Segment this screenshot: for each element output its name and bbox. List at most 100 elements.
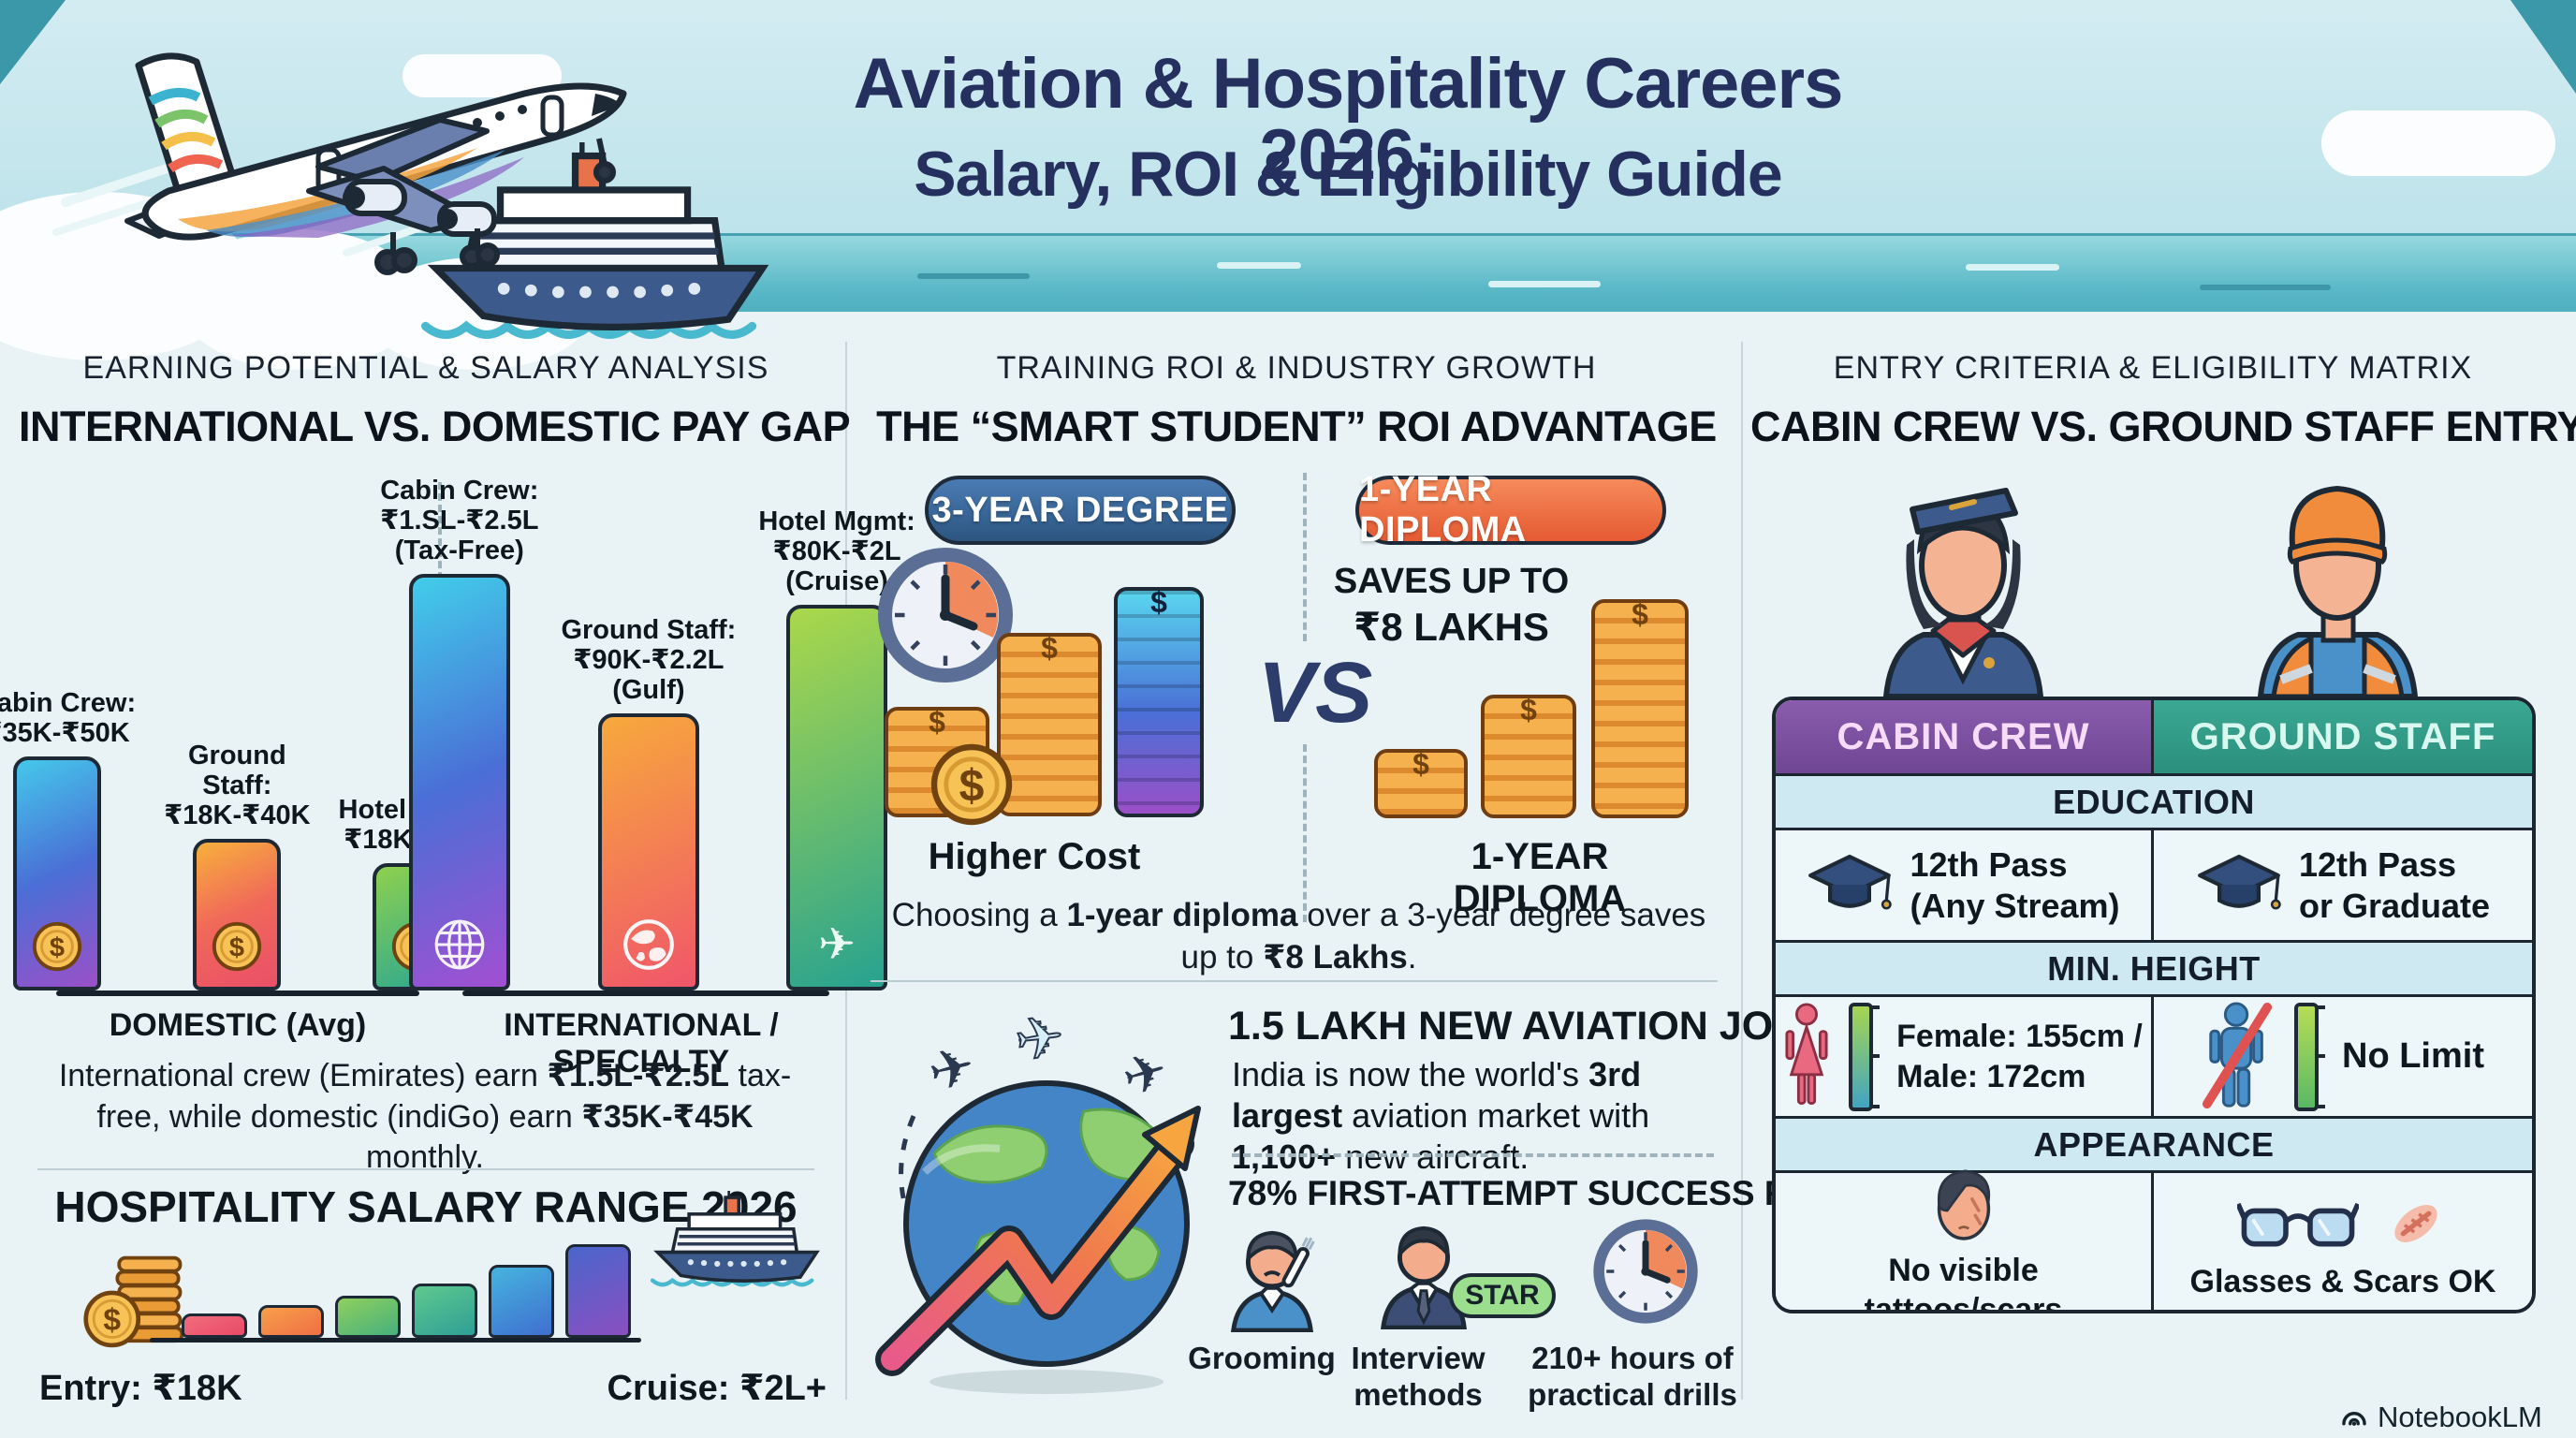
hospitality-title: HOSPITALITY SALARY RANGE 2026	[54, 1182, 798, 1231]
salary-bar	[597, 713, 699, 990]
column-divider	[1741, 342, 1743, 1400]
degree-pill: 3-YEAR DEGREE	[925, 476, 1236, 545]
hospitality-cruise-label: Cruise: ₹2L+	[607, 1369, 827, 1408]
scar-icon	[2383, 1191, 2449, 1256]
header-banner: Aviation & Hospitality Careers 2026: Sal…	[0, 0, 2576, 370]
svg-text:$: $	[229, 933, 244, 963]
bar-group: Ground Staff: ₹90K-₹2.2L (Gulf)	[561, 615, 737, 990]
bar-group: Ground Staff: ₹18K-₹40K $	[164, 741, 311, 990]
international-axis-label: INTERNATIONAL / SPECIALTY	[504, 1007, 779, 1079]
bar-group	[258, 1305, 324, 1338]
middle-section-kicker: TRAINING ROI & INDUSTRY GROWTH	[996, 350, 1597, 386]
poster-title-line2: Salary, ROI & Eligibility Guide	[914, 139, 1783, 210]
pay-gap-summary: International crew (Emirates) earn ₹1.5L…	[58, 1058, 792, 1176]
plane-icon: ✈	[808, 916, 866, 974]
band-appearance: APPEARANCE	[1776, 1116, 2532, 1170]
grooming-person-icon	[1217, 1222, 1327, 1332]
drills-caption: 210+ hours of practical drills	[1528, 1341, 1737, 1412]
corner-decor	[2510, 0, 2576, 94]
bar-group: Cabin Crew:₹35K-₹50K $	[0, 688, 137, 990]
education-ground-cell: 12th Pass or Graduate	[2154, 828, 2532, 940]
axis-line	[150, 1338, 641, 1343]
left-section-kicker: EARNING POTENTIAL & SALARY ANALYSIS	[82, 350, 769, 386]
bar-group	[489, 1265, 554, 1338]
cloud-icon	[2321, 110, 2555, 176]
svg-text:✈: ✈	[922, 1034, 981, 1105]
coin-stack-icon: $	[1481, 693, 1576, 818]
vs-divider	[1303, 473, 1307, 641]
salary-bar: $	[12, 756, 101, 990]
globe-earth-icon	[620, 916, 678, 974]
section-divider	[871, 980, 1718, 982]
left-section-title: INTERNATIONAL VS. DOMESTIC PAY GAP	[19, 403, 851, 450]
bar-group: Cabin Crew: ₹1.SL-₹2.5L (Tax-Free)	[380, 476, 539, 990]
dollar-coin-icon: $	[30, 919, 84, 974]
bar-group	[335, 1296, 401, 1338]
salary-bar: ✈	[786, 605, 888, 990]
ground-staff-figure	[2232, 455, 2443, 698]
bar-group	[182, 1313, 247, 1338]
salary-bar	[412, 1284, 477, 1338]
salary-bar	[335, 1296, 401, 1338]
salary-bar	[258, 1305, 324, 1338]
clock-icon	[1591, 1217, 1700, 1326]
education-ground-text: 12th Pass or Graduate	[2298, 845, 2491, 925]
jobs-paragraph: India is now the world's 3rd largest avi…	[1232, 1055, 1650, 1176]
svg-text:✈: ✈	[818, 920, 856, 970]
diploma-pill: 1-YEAR DIPLOMA	[1355, 470, 1666, 550]
watermark: NotebookLM	[2338, 1401, 2542, 1434]
salary-bar	[489, 1265, 554, 1338]
domestic-axis-label: DOMESTIC (Avg)	[109, 1007, 367, 1043]
salary-bar: $	[193, 839, 282, 990]
saves-heading-line2: ₹8 LAKHS	[1354, 605, 1549, 649]
cruise-ship-icon	[646, 1191, 828, 1341]
diploma-caption: 1-YEAR DIPLOMA	[1453, 836, 1627, 919]
coin-stack-icon: $	[1374, 747, 1468, 818]
vs-divider	[1303, 744, 1307, 922]
band-min-height: MIN. HEIGHT	[1776, 940, 2532, 994]
dollar-coin-icon: $	[210, 919, 264, 974]
height-ground-text: No Limit	[2342, 1035, 2484, 1076]
bar-label: Ground Staff: ₹90K-₹2.2L (Gulf)	[561, 615, 737, 706]
band-education: EDUCATION	[1776, 773, 2532, 828]
coin-stack-icon: $	[1591, 597, 1689, 818]
education-cabin-cell: 12th Pass (Any Stream)	[1776, 828, 2154, 940]
star-badge: STAR	[1449, 1273, 1556, 1318]
axis-line	[56, 990, 419, 996]
globe-grid-icon	[431, 916, 489, 974]
face-scar-icon	[1923, 1163, 2005, 1245]
savings-summary: Choosing a 1-year diploma over a 3-year …	[891, 897, 1706, 976]
coin-stack-icon: $	[997, 631, 1102, 816]
appearance-cabin-text: No visible tattoos/scars	[1864, 1252, 2063, 1313]
interview-caption: Interview methods	[1329, 1341, 1507, 1414]
coin-stack-icon: $	[1114, 585, 1204, 817]
male-slash-icon	[2202, 1002, 2275, 1111]
table-header-ground-staff: GROUND STAFF	[2154, 700, 2532, 773]
bar-label: Cabin Crew: ₹1.SL-₹2.5L (Tax-Free)	[380, 476, 539, 566]
salary-bar	[182, 1313, 247, 1338]
dollar-coin-icon: $	[927, 740, 1017, 829]
salary-bar	[565, 1244, 631, 1338]
appearance-cabin-cell: No visible tattoos/scars	[1776, 1168, 2154, 1310]
globe-growth-icon: ✈ ✈ ✈	[869, 985, 1224, 1397]
airplane-icon	[37, 7, 674, 288]
international-salary-chart: Cabin Crew: ₹1.SL-₹2.5L (Tax-Free) Ground S…	[380, 468, 915, 990]
right-section-kicker: ENTRY CRITERIA & ELIGIBILITY MATRIX	[1833, 350, 2473, 386]
appearance-ground-text: Glasses & Scars OK	[2189, 1263, 2496, 1299]
svg-text:✈: ✈	[1011, 1004, 1068, 1075]
height-ground-cell: No Limit	[2154, 994, 2532, 1116]
bar-label: Cabin Crew:₹35K-₹50K	[0, 688, 137, 749]
watermark-text: NotebookLM	[2378, 1401, 2542, 1433]
dashed-divider	[1232, 1153, 1714, 1157]
svg-text:✈: ✈	[1116, 1039, 1174, 1108]
saves-heading-line1: SAVES UP TO	[1333, 562, 1570, 601]
interview-person-icon	[1368, 1219, 1479, 1331]
bar-label: Ground Staff: ₹18K-₹40K	[164, 741, 311, 831]
hospitality-salary-chart	[176, 1240, 637, 1338]
right-section-title: CABIN CREW VS. GROUND STAFF ENTRY	[1750, 403, 2576, 450]
female-figure-icon	[1784, 1003, 1829, 1110]
coins-pile-icon: $	[82, 1253, 187, 1350]
bar-group	[412, 1284, 477, 1338]
ruler-icon	[1846, 1000, 1881, 1114]
svg-text:$: $	[49, 933, 64, 963]
